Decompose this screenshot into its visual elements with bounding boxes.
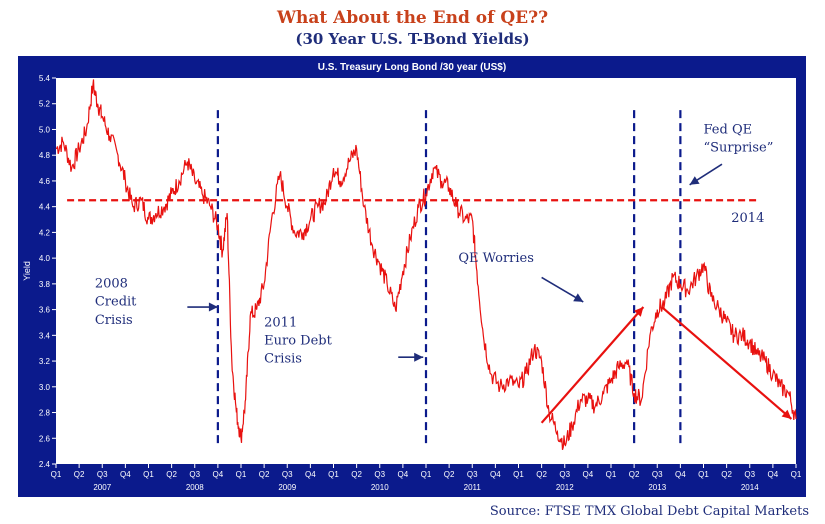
x-quarter-label: Q1: [606, 470, 617, 479]
annotation-label: Crisis: [95, 313, 133, 328]
x-year-label: 2009: [278, 483, 296, 492]
y-tick-label: 3.0: [39, 383, 51, 392]
x-quarter-label: Q2: [721, 470, 732, 479]
y-tick-label: 5.4: [39, 74, 51, 83]
chart-frame: U.S. Treasury Long Bond /30 year (US$) Y…: [18, 56, 806, 497]
x-quarter-label: Q3: [652, 470, 663, 479]
arrow-head: [781, 409, 792, 419]
x-year-label: 2008: [186, 483, 204, 492]
y-tick-label: 3.8: [39, 280, 51, 289]
annotation-label: Fed QE: [704, 122, 753, 137]
annotations: 2008 Credit Crisis 2011 Euro Debt Crisis QE Wo…: [95, 122, 773, 366]
x-quarter-label: Q1: [51, 470, 62, 479]
x-quarter-label: Q2: [259, 470, 270, 479]
x-quarter-label: Q3: [282, 470, 293, 479]
x-quarter-label: Q3: [189, 470, 200, 479]
annotation-label: QE Worries: [458, 251, 534, 266]
annotation-label: Crisis: [264, 351, 302, 366]
arrow-shaft: [661, 306, 793, 420]
y-tick-label: 4.8: [39, 151, 51, 160]
arrows: [187, 163, 793, 424]
x-year-label: 2007: [93, 483, 111, 492]
yield-chart: U.S. Treasury Long Bond /30 year (US$) Y…: [22, 62, 802, 492]
x-year-label: 2014: [741, 483, 759, 492]
page-subtitle: (30 Year U.S. T-Bond Yields): [295, 30, 530, 48]
x-quarter-label: Q4: [583, 470, 594, 479]
x-year-label: 2010: [371, 483, 389, 492]
x-quarter-label: Q2: [166, 470, 177, 479]
x-quarter-label: Q1: [698, 470, 709, 479]
x-quarter-label: Q3: [467, 470, 478, 479]
arrow-head: [208, 302, 218, 312]
source-note: Source: FTSE TMX Global Debt Capital Mar…: [489, 504, 809, 519]
y-tick-label: 5.2: [39, 100, 51, 109]
annotation-label: 2011: [264, 315, 297, 330]
page-title: What About the End of QE??: [276, 8, 549, 28]
x-quarter-label: Q2: [536, 470, 547, 479]
y-tick-label: 2.4: [39, 460, 51, 469]
y-tick-label: 2.8: [39, 409, 51, 418]
x-quarter-label: Q4: [490, 470, 501, 479]
x-quarter-label: Q1: [513, 470, 524, 479]
y-axis-label: Yield: [22, 261, 32, 281]
x-quarter-label: Q4: [398, 470, 409, 479]
x-quarter-label: Q4: [213, 470, 224, 479]
annotation-label: 2008: [95, 277, 128, 292]
y-tick-label: 4.0: [39, 254, 51, 263]
y-tick-label: 3.6: [39, 306, 51, 315]
annotation-label: 2014: [731, 211, 764, 226]
series-line: [55, 79, 797, 450]
y-tick-label: 3.2: [39, 357, 51, 366]
x-quarter-label: Q4: [305, 470, 316, 479]
x-quarter-label: Q2: [629, 470, 640, 479]
y-tick-label: 4.4: [39, 203, 51, 212]
x-axis-ticks: Q1 Q2 Q3 Q4 Q1 Q2 Q3 Q4 Q1 Q2 Q3 Q4 Q1 Q2 Q3 Q4 Q1 Q2 Q3 Q4…: [51, 464, 802, 492]
x-quarter-label: Q2: [74, 470, 85, 479]
x-year-label: 2011: [464, 483, 482, 492]
x-quarter-label: Q2: [444, 470, 455, 479]
annotation-label: “Surprise”: [704, 140, 774, 155]
y-tick-label: 4.6: [39, 177, 51, 186]
arrow-head: [414, 352, 424, 362]
y-tick-label: 2.6: [39, 434, 51, 443]
arrow-shaft: [540, 306, 645, 424]
arrow-head: [634, 307, 644, 317]
x-year-label: 2012: [556, 483, 574, 492]
x-quarter-label: Q3: [744, 470, 755, 479]
y-axis-ticks: 2.4 2.6 2.8 3.0 3.2 3.4 3.6 3.8 4.0 4.2 4.4 4.6 4.8 5…: [39, 74, 56, 469]
x-quarter-label: Q1: [143, 470, 154, 479]
x-year-label: 2013: [648, 483, 666, 492]
x-quarter-label: Q1: [791, 470, 802, 479]
y-tick-label: 5.0: [39, 125, 51, 134]
x-quarter-label: Q4: [675, 470, 686, 479]
arrow-head: [573, 293, 584, 302]
annotation-label: Credit: [95, 295, 137, 310]
y-tick-label: 4.2: [39, 228, 51, 237]
x-quarter-label: Q3: [97, 470, 108, 479]
annotation-label: Euro Debt: [264, 333, 332, 348]
vertical-markers: [216, 110, 682, 445]
chart-title: U.S. Treasury Long Bond /30 year (US$): [318, 62, 506, 73]
y-tick-label: 3.4: [39, 331, 51, 340]
x-quarter-label: Q3: [559, 470, 570, 479]
x-quarter-label: Q3: [374, 470, 385, 479]
x-quarter-label: Q4: [120, 470, 131, 479]
x-quarter-label: Q1: [236, 470, 247, 479]
arrow-head: [689, 176, 700, 185]
x-quarter-label: Q4: [768, 470, 779, 479]
x-quarter-label: Q2: [351, 470, 362, 479]
x-quarter-label: Q1: [328, 470, 339, 479]
x-quarter-label: Q1: [421, 470, 432, 479]
